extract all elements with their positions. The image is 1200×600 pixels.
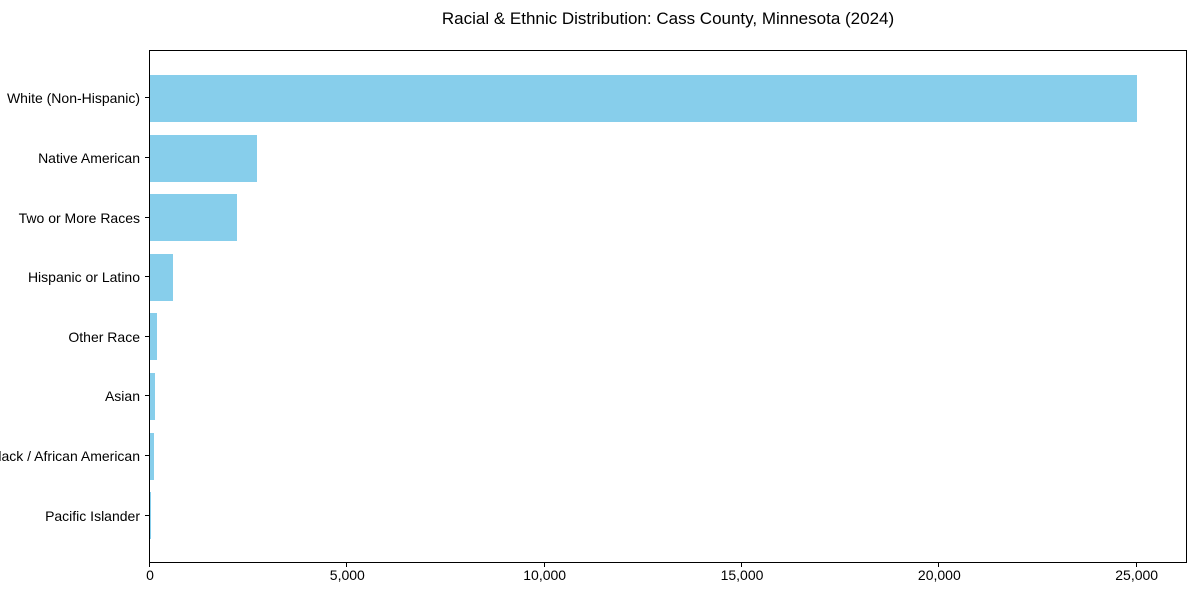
x-tick-label: 15,000 <box>720 567 764 583</box>
bar-asian <box>150 372 156 420</box>
x-tick <box>938 563 940 567</box>
x-tick <box>149 563 150 567</box>
y-axis-label: Native American <box>38 150 140 166</box>
bar-white-non-hispanic <box>150 74 1137 122</box>
x-tick <box>1135 563 1137 567</box>
x-tick <box>543 563 545 567</box>
y-tick <box>145 395 149 397</box>
x-tick-label: 5,000 <box>329 567 365 583</box>
y-tick <box>145 97 149 99</box>
bar-other-race <box>150 313 157 361</box>
plot-area <box>149 50 1187 563</box>
bar-black-african-american <box>150 432 154 480</box>
y-axis-label: Black / African American <box>0 448 140 464</box>
y-tick <box>145 276 149 278</box>
bar-hispanic-or-latino <box>150 253 173 301</box>
y-axis-label: Asian <box>104 388 140 405</box>
y-tick <box>145 216 149 218</box>
y-tick <box>145 157 149 158</box>
x-tick-label: 10,000 <box>523 567 567 583</box>
y-axis-label: White (Non-Hispanic) <box>6 90 140 107</box>
y-axis-label: Pacific Islander <box>45 507 140 524</box>
y-tick <box>145 455 149 456</box>
y-axis-label: Other Race <box>68 328 140 345</box>
x-tick-label: 25,000 <box>1115 567 1159 583</box>
x-tick <box>741 563 742 567</box>
x-tick <box>346 563 348 567</box>
bar-two-or-more-races <box>150 194 237 242</box>
chart-title: Racial & Ethnic Distribution: Cass Count… <box>441 9 895 28</box>
x-tick-label: 0 <box>146 567 154 583</box>
y-axis-label: Hispanic or Latino <box>27 269 140 286</box>
y-tick <box>145 335 149 337</box>
y-axis-label: Two or More Races <box>18 209 140 226</box>
y-tick <box>145 514 149 516</box>
y-axis-labels: White (Non-Hispanic) Native American Two o… <box>0 50 141 563</box>
x-tick-label: 20,000 <box>917 567 961 583</box>
bar-native-american <box>150 134 257 182</box>
